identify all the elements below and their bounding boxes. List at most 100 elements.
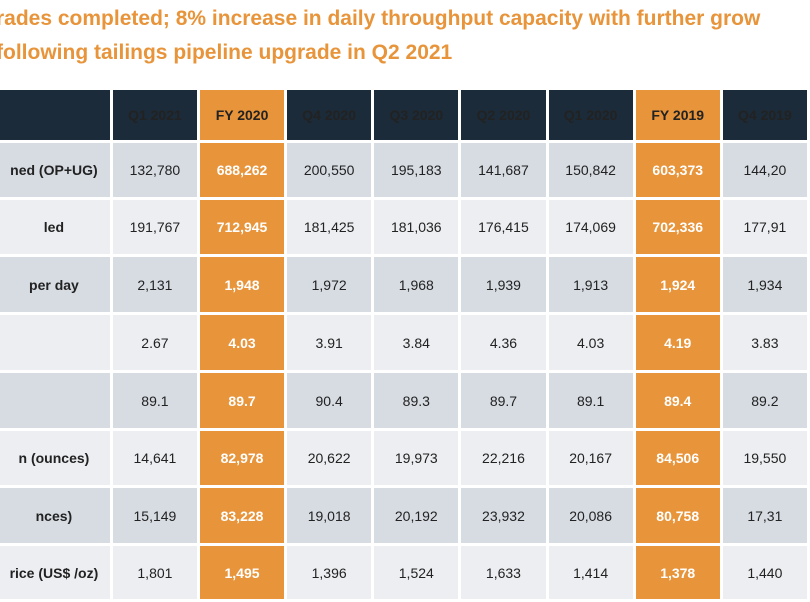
headline-line-2: following tailings pipeline upgrade in Q… [0, 41, 453, 64]
column-header-q4-2019: Q4 2019 [722, 90, 807, 140]
table-cell: 3.84 [374, 315, 459, 370]
table-cell: 200,550 [287, 143, 372, 197]
row-label: ned (OP+UG) [0, 143, 110, 197]
table-cell: 1,934 [722, 257, 807, 312]
table-cell: 177,91 [722, 200, 807, 254]
production-table: Q1 2021 FY 2020 Q4 2020 Q3 2020 Q2 2020 … [0, 87, 810, 602]
headline-line-1: rades completed; 8% increase in daily th… [0, 7, 761, 30]
table-cell: 19,550 [722, 431, 807, 485]
table-cell: 1,913 [548, 257, 633, 312]
table-cell: 144,20 [722, 143, 807, 197]
table-row: n (ounces) 14,641 82,978 20,622 19,973 22,216… [0, 431, 807, 485]
headline: rades completed; 8% increase in daily th… [0, 2, 810, 70]
table-row: led 191,767 712,945 181,425 181,036 176,415 17… [0, 200, 807, 254]
row-label-text: per day [29, 276, 79, 293]
table-cell: 20,622 [287, 431, 372, 485]
column-header-fy-2019: FY 2019 [635, 90, 720, 140]
row-label-text: n (ounces) [18, 450, 90, 466]
column-header-q1-2020: Q1 2020 [548, 90, 633, 140]
row-label: n (ounces) [0, 431, 110, 485]
table-cell: 1,396 [287, 546, 372, 599]
table-cell: 1,440 [722, 546, 807, 599]
table-cell: 89.2 [722, 373, 807, 428]
column-header-fy-2020: FY 2020 [200, 90, 285, 140]
row-label [0, 373, 110, 428]
table-cell: 1,948 [200, 257, 285, 312]
table-cell: 688,262 [200, 143, 285, 197]
table-cell: 191,767 [112, 200, 197, 254]
table-cell: 89.7 [461, 373, 546, 428]
row-label: nces) [0, 488, 110, 543]
table-cell: 14,641 [112, 431, 197, 485]
table-cell: 181,036 [374, 200, 459, 254]
table-row: 89.1 89.7 90.4 89.3 89.7 89.1 89.4 89.2 [0, 373, 807, 428]
table-cell: 174,069 [548, 200, 633, 254]
table-cell: 82,978 [200, 431, 285, 485]
table-cell: 3.83 [722, 315, 807, 370]
table-cell: 89.1 [548, 373, 633, 428]
column-header-q2-2020: Q2 2020 [461, 90, 546, 140]
table-row: 2.67 4.03 3.91 3.84 4.36 4.03 4.19 3.83 [0, 315, 807, 370]
table-cell: 89.4 [635, 373, 720, 428]
row-label [0, 315, 110, 370]
table-cell: 1,972 [287, 257, 372, 312]
table-cell: 89.7 [200, 373, 285, 428]
row-label: per day [0, 257, 110, 312]
table-cell: 132,780 [112, 143, 197, 197]
table-cell: 89.3 [374, 373, 459, 428]
table-cell: 17,31 [722, 488, 807, 543]
row-label-text: rice (US$ /oz) [9, 564, 99, 581]
column-header-q4-2020: Q4 2020 [287, 90, 372, 140]
table-cell: 4.03 [200, 315, 285, 370]
table-cell: 4.36 [461, 315, 546, 370]
table-row: per day 2,131 1,948 1,972 1,968 1,939 1,913 1,9… [0, 257, 807, 312]
table-cell: 1,378 [635, 546, 720, 599]
table-cell: 4.19 [635, 315, 720, 370]
table-cell: 20,192 [374, 488, 459, 543]
table-row: rice (US$ /oz) 1,801 1,495 1,396 1,524 1,633 1… [0, 546, 807, 599]
table-cell: 1,524 [374, 546, 459, 599]
column-header-q1-2021: Q1 2021 [112, 90, 197, 140]
table-cell: 22,216 [461, 431, 546, 485]
table-row: nces) 15,149 83,228 19,018 20,192 23,932 20,08… [0, 488, 807, 543]
table-cell: 20,167 [548, 431, 633, 485]
table-row: ned (OP+UG) 132,780 688,262 200,550 195,183 1… [0, 143, 807, 197]
table-cell: 141,687 [461, 143, 546, 197]
table-cell: 702,336 [635, 200, 720, 254]
table-cell: 1,495 [200, 546, 285, 599]
table-cell: 150,842 [548, 143, 633, 197]
row-label-text: nces) [35, 507, 73, 524]
table-cell: 2,131 [112, 257, 197, 312]
column-header-q3-2020: Q3 2020 [374, 90, 459, 140]
table-cell: 712,945 [200, 200, 285, 254]
table-cell: 181,425 [287, 200, 372, 254]
table-cell: 1,414 [548, 546, 633, 599]
row-label-text: led [43, 219, 65, 235]
table-cell: 80,758 [635, 488, 720, 543]
table-cell: 84,506 [635, 431, 720, 485]
table-cell: 19,973 [374, 431, 459, 485]
table-cell: 19,018 [287, 488, 372, 543]
table-cell: 603,373 [635, 143, 720, 197]
table-cell: 4.03 [548, 315, 633, 370]
table-cell: 1,939 [461, 257, 546, 312]
table-cell: 1,633 [461, 546, 546, 599]
table-cell: 83,228 [200, 488, 285, 543]
table-cell: 1,801 [112, 546, 197, 599]
table-cell: 23,932 [461, 488, 546, 543]
table-cell: 1,968 [374, 257, 459, 312]
table-body: ned (OP+UG) 132,780 688,262 200,550 195,183 1… [0, 143, 807, 599]
table-cell: 20,086 [548, 488, 633, 543]
table-cell: 1,924 [635, 257, 720, 312]
table-cell: 89.1 [112, 373, 197, 428]
table-cell: 2.67 [112, 315, 197, 370]
row-label-header [0, 90, 110, 140]
row-label: led [0, 200, 110, 254]
table-cell: 15,149 [112, 488, 197, 543]
table-header-row: Q1 2021 FY 2020 Q4 2020 Q3 2020 Q2 2020 … [0, 90, 807, 140]
table-cell: 90.4 [287, 373, 372, 428]
row-label: rice (US$ /oz) [0, 546, 110, 599]
table-cell: 195,183 [374, 143, 459, 197]
table-cell: 176,415 [461, 200, 546, 254]
table-cell: 3.91 [287, 315, 372, 370]
